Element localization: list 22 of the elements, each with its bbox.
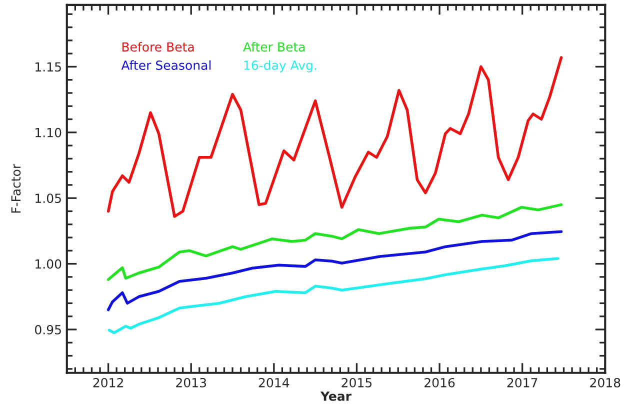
- line-series: [108, 257, 560, 334]
- y-tick-label: 0.95: [35, 324, 61, 334]
- x-tick-label: 2012: [93, 378, 123, 388]
- x-axis-title: Year: [320, 392, 352, 401]
- line-series: [106, 230, 563, 312]
- x-tick-label: 2013: [176, 378, 206, 388]
- x-tick-label: 2016: [424, 378, 455, 388]
- text: Before Beta: [122, 42, 194, 52]
- x-tick-label: 2017: [507, 378, 538, 388]
- line-series: [106, 56, 563, 218]
- y-tick-label: 1.05: [36, 194, 61, 204]
- line-series: [106, 203, 563, 281]
- y-tick-label: 1.00: [36, 259, 62, 269]
- text: After Seasonal: [121, 60, 211, 70]
- x-tick-label: 2015: [342, 378, 372, 388]
- x-tick-label: 2014: [258, 378, 290, 388]
- y-tick-label: 1.15: [36, 62, 61, 72]
- y-tick-label: 1.10: [36, 128, 62, 138]
- x-tick-label: 2018: [590, 378, 620, 388]
- y-axis-title: F-Factor: [11, 164, 21, 213]
- text: After Beta: [243, 42, 305, 52]
- text: 16-day Avg.: [244, 60, 316, 72]
